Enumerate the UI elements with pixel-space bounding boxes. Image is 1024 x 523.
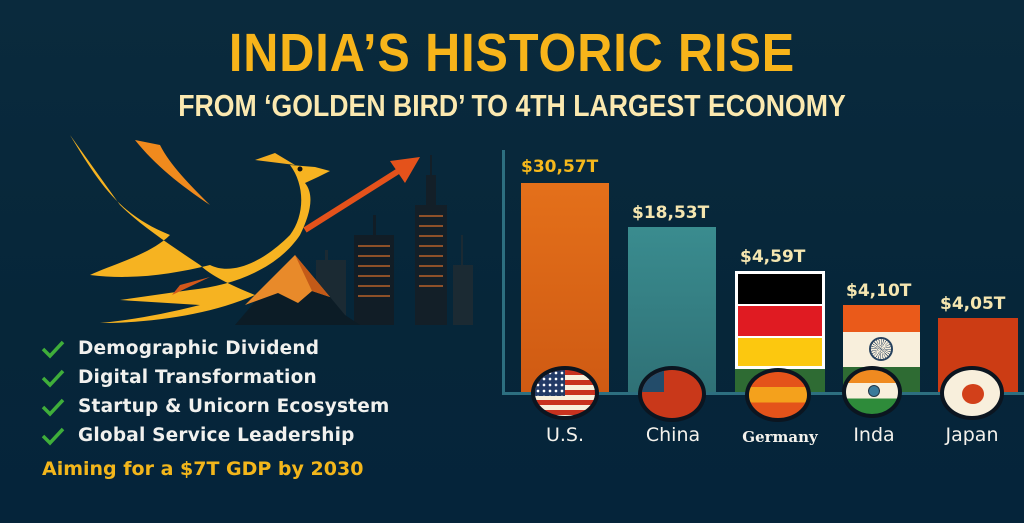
bar-value-us: $30,57T xyxy=(521,157,599,177)
check-icon xyxy=(41,340,65,359)
check-icon xyxy=(41,398,65,417)
check-icon xyxy=(41,369,65,388)
feature-label: Global Service Leadership xyxy=(78,425,355,446)
page-title: INDIA’S HISTORIC RISE xyxy=(228,23,796,83)
page-subtitle: FROM ‘GOLDEN BIRD’ TO 4TH LARGEST ECONOM… xyxy=(178,88,846,123)
golden-bird-icon xyxy=(70,135,330,323)
feature-label: Demographic Dividend xyxy=(78,338,320,359)
features-list: Demographic Dividend Digital Transformat… xyxy=(40,334,389,450)
feature-item: Global Service Leadership xyxy=(40,421,389,450)
gdp-bar-chart: $30,57T $18,53T $4,59T $4,10T $4,05T xyxy=(480,140,1024,460)
feature-label: Digital Transformation xyxy=(78,367,317,388)
check-icon xyxy=(41,427,65,446)
ashoka-chakra-icon xyxy=(869,337,893,361)
bar-germany xyxy=(735,271,825,393)
india-flag-icon xyxy=(842,366,902,418)
rising-arrow-icon xyxy=(303,157,420,233)
mountain-icon xyxy=(235,255,360,325)
feature-item: Demographic Dividend xyxy=(40,334,389,363)
country-label-us: U.S. xyxy=(545,424,585,446)
country-label-china: China xyxy=(645,424,701,446)
bar-value-germany: $4,59T xyxy=(740,247,806,267)
feature-item: Digital Transformation xyxy=(40,363,389,392)
china-flag-icon xyxy=(638,366,706,422)
feature-label: Startup & Unicorn Ecosystem xyxy=(78,396,390,417)
country-label-japan: Japan xyxy=(945,424,999,446)
y-axis xyxy=(502,150,505,393)
bar-value-japan: $4,05T xyxy=(940,294,1006,314)
bar-value-india: $4,10T xyxy=(846,281,912,301)
city-skyline-icon xyxy=(316,155,473,325)
japan-flag-icon xyxy=(940,366,1004,420)
country-label-india: Inda xyxy=(853,424,895,446)
country-label-germany: Germany xyxy=(742,428,818,446)
illustration xyxy=(70,135,473,325)
bar-china xyxy=(628,227,716,393)
us-flag-icon xyxy=(531,366,599,420)
germany-flag-icon xyxy=(745,368,811,422)
bar-us xyxy=(521,183,609,393)
gdp-goal: Aiming for a $7T GDP by 2030 xyxy=(42,458,364,480)
feature-item: Startup & Unicorn Ecosystem xyxy=(40,392,389,421)
bar-value-china: $18,53T xyxy=(632,203,710,223)
